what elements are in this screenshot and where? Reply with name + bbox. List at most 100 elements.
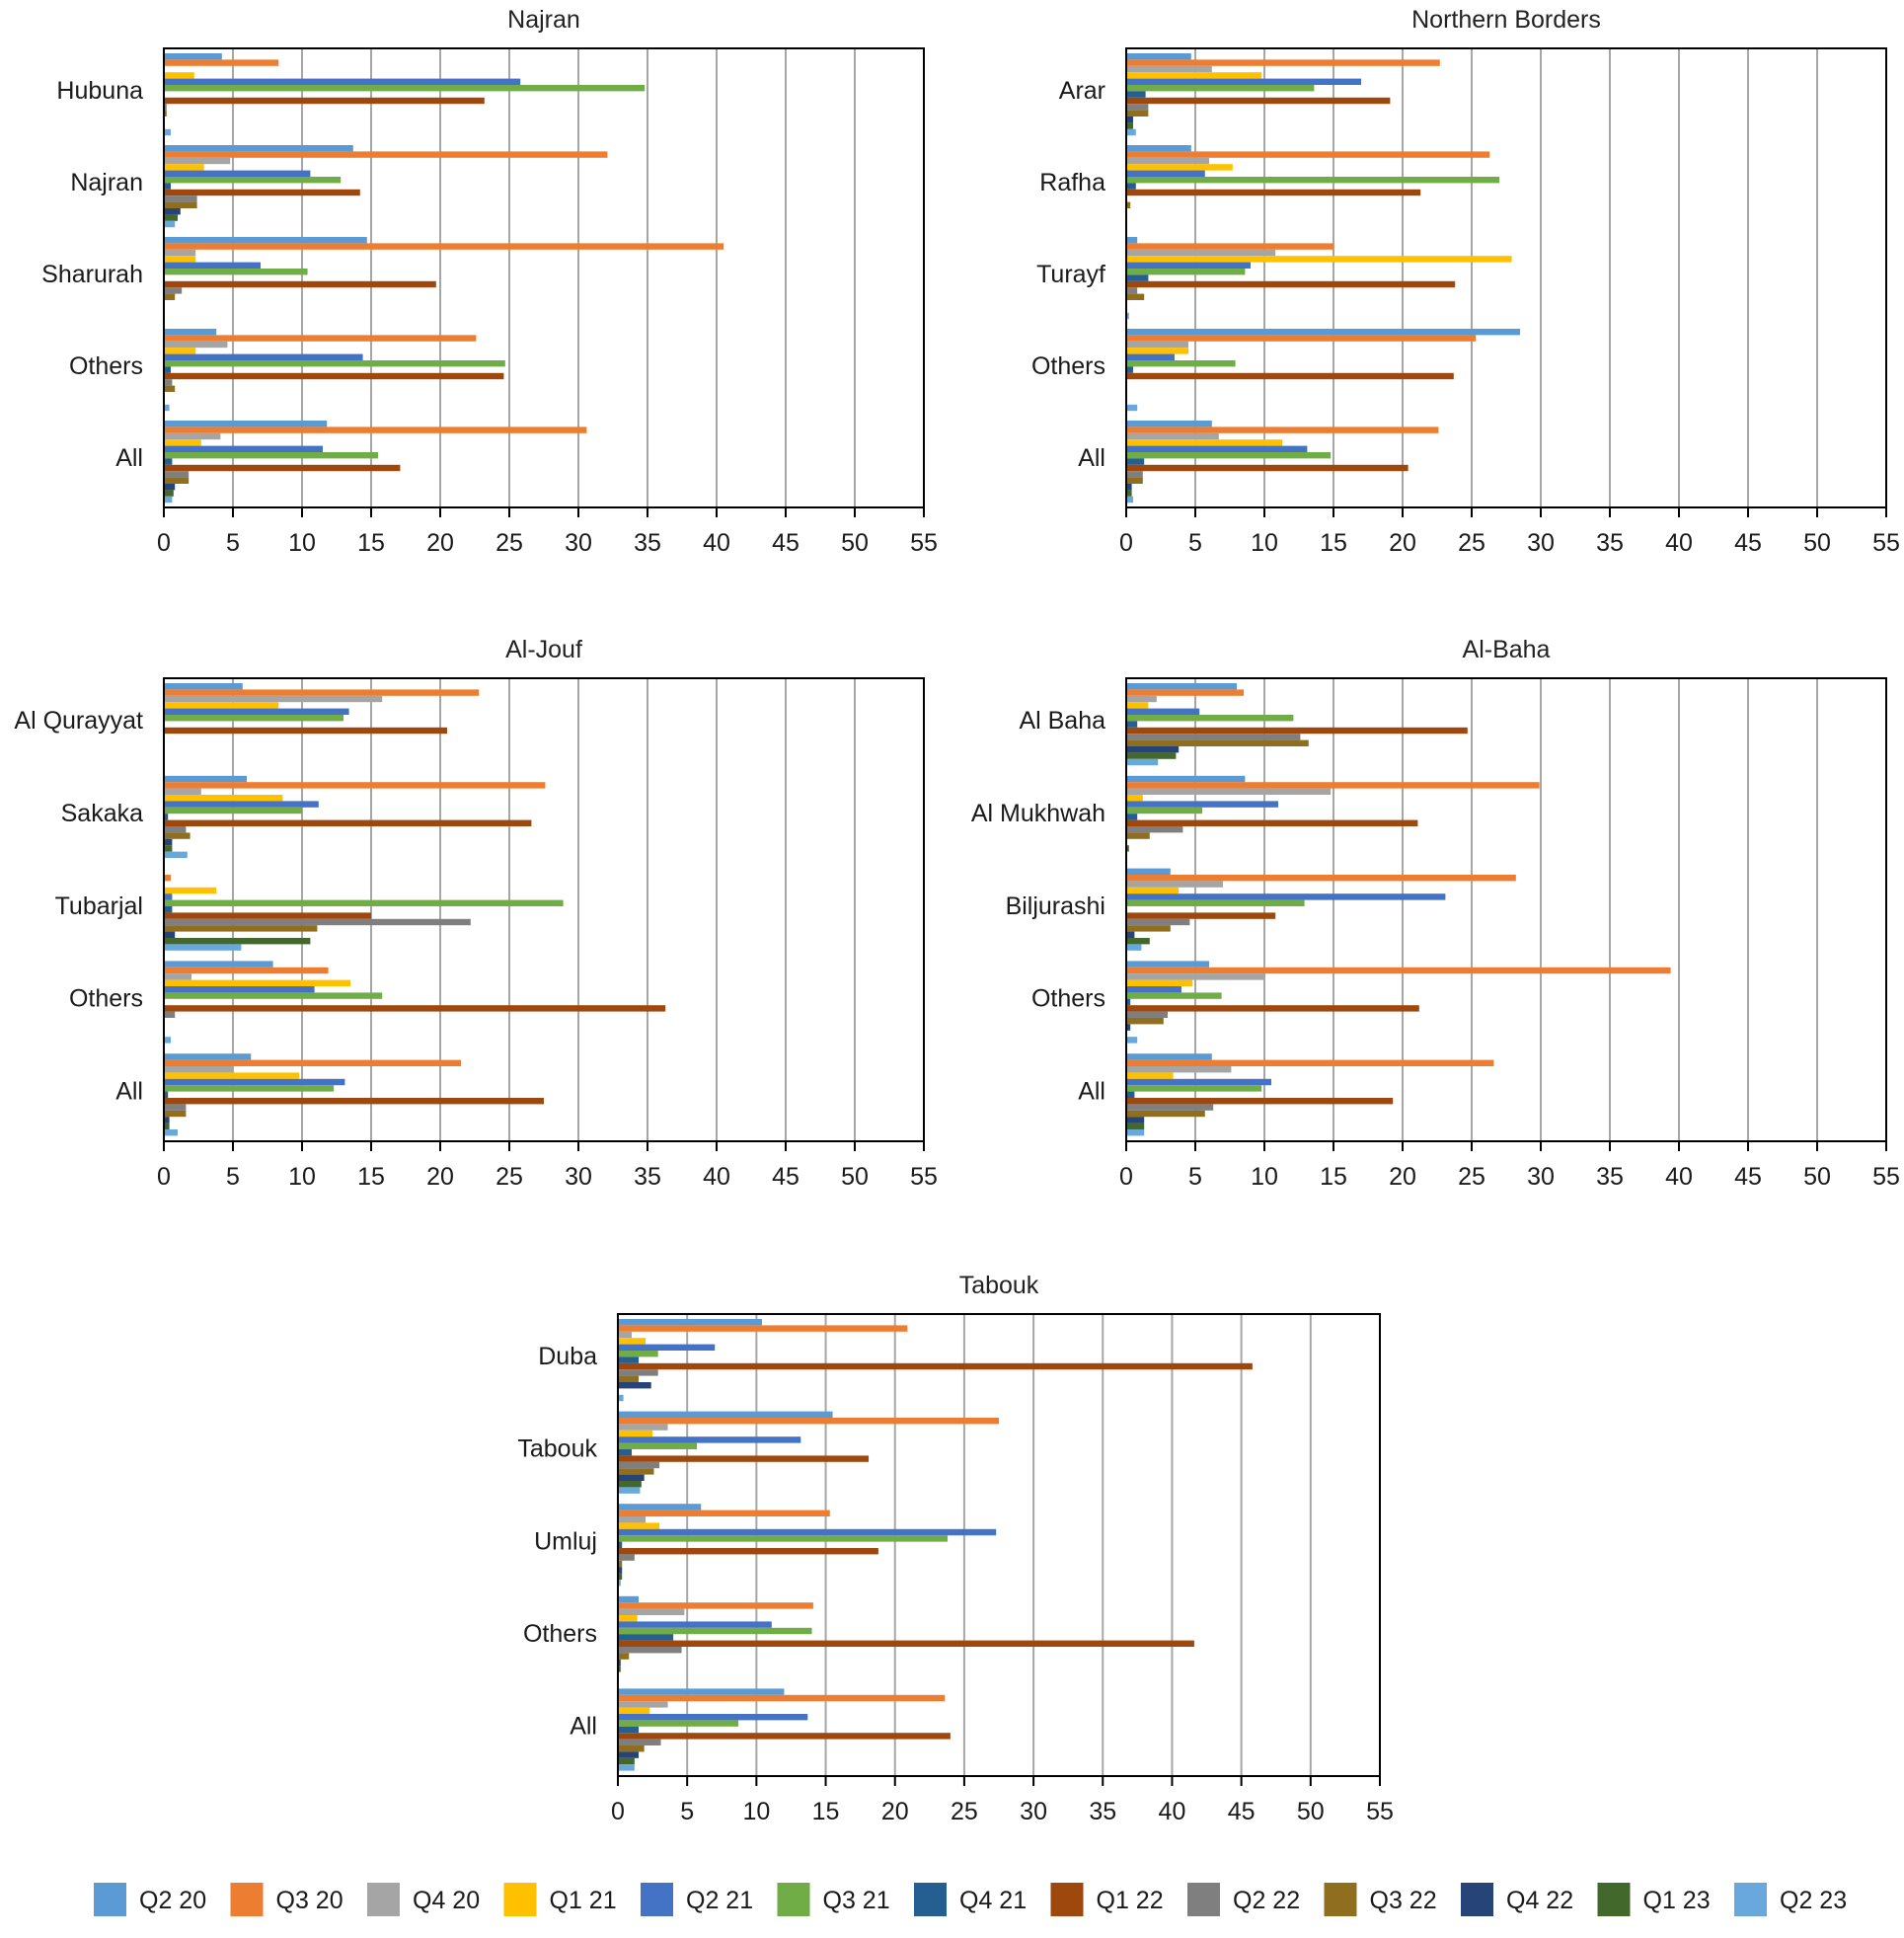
tick-label: 20 xyxy=(426,529,454,557)
bar xyxy=(618,1481,642,1488)
bar xyxy=(1126,237,1138,244)
bar xyxy=(164,269,308,275)
tick-label: 35 xyxy=(634,1163,661,1191)
plot-area xyxy=(164,678,924,1141)
bar xyxy=(1126,201,1131,208)
bar xyxy=(164,78,521,85)
bar xyxy=(1126,1053,1212,1060)
bar xyxy=(618,1608,685,1615)
bar xyxy=(1126,881,1223,888)
bar xyxy=(618,1621,772,1628)
legend-label: Q4 22 xyxy=(1506,1887,1573,1914)
bar xyxy=(1126,683,1237,690)
legend-swatch xyxy=(230,1883,264,1916)
bar xyxy=(1126,269,1246,275)
bar xyxy=(164,1110,187,1118)
bar xyxy=(1126,110,1149,116)
bar xyxy=(1126,992,1222,999)
bar xyxy=(164,986,315,993)
bar xyxy=(618,1461,660,1469)
bar xyxy=(164,341,228,349)
bar xyxy=(164,220,176,228)
bar xyxy=(164,195,197,202)
bar xyxy=(1126,348,1188,354)
bar xyxy=(164,708,349,715)
bar xyxy=(164,1091,169,1098)
bar xyxy=(1126,53,1191,60)
bar xyxy=(1126,65,1212,73)
category-label: Others xyxy=(1031,352,1105,380)
bar xyxy=(1126,151,1490,158)
bar xyxy=(164,353,363,360)
bar xyxy=(164,385,176,392)
tick-label: 50 xyxy=(1803,1163,1831,1191)
bar xyxy=(1126,727,1468,735)
bar xyxy=(1126,421,1212,427)
bar xyxy=(164,404,170,412)
bar xyxy=(1126,353,1175,360)
bar xyxy=(164,335,477,342)
bar xyxy=(1126,404,1138,412)
bar xyxy=(164,899,564,906)
tick-label: 0 xyxy=(157,529,171,557)
bar xyxy=(1126,1129,1145,1136)
bar xyxy=(1126,887,1180,894)
bar xyxy=(164,832,190,839)
tick-label: 45 xyxy=(1734,529,1762,557)
bar xyxy=(1126,1059,1494,1066)
bar xyxy=(164,372,504,380)
bar xyxy=(618,1634,674,1641)
tick-label: 30 xyxy=(1527,1163,1555,1191)
bar xyxy=(1126,715,1294,722)
tick-label: 10 xyxy=(288,1163,316,1191)
tick-label: 50 xyxy=(1297,1798,1325,1825)
bar xyxy=(164,426,587,433)
plot-frame xyxy=(1125,677,1887,1142)
tick-label: 20 xyxy=(1389,1163,1416,1191)
bar xyxy=(618,1694,946,1702)
bar xyxy=(1126,1005,1419,1012)
bar xyxy=(618,1714,808,1721)
category-label: Hubuna xyxy=(56,77,143,105)
bar xyxy=(1126,274,1149,281)
bar xyxy=(164,1104,187,1111)
bar xyxy=(164,702,279,709)
bar xyxy=(1126,464,1409,472)
bar xyxy=(1126,721,1138,728)
tick-label: 30 xyxy=(1020,1798,1047,1825)
tick-label: 25 xyxy=(951,1798,978,1825)
bar xyxy=(164,979,350,986)
bar xyxy=(1126,477,1143,484)
bar xyxy=(618,1516,647,1523)
bar xyxy=(164,183,171,190)
category-label: All xyxy=(115,444,143,472)
bar xyxy=(618,1701,668,1708)
bar xyxy=(164,452,378,459)
bar xyxy=(1126,432,1219,440)
bar xyxy=(164,464,401,472)
tick-label: 45 xyxy=(772,529,800,557)
bar xyxy=(618,1468,654,1475)
bar xyxy=(1126,752,1177,759)
plot-frame xyxy=(1125,47,1887,508)
bar xyxy=(164,157,231,165)
category-label: All xyxy=(570,1713,597,1741)
bar xyxy=(618,1455,870,1462)
bar xyxy=(618,1653,630,1660)
bar xyxy=(164,814,169,820)
tick-label: 15 xyxy=(1320,529,1347,557)
tick-label: 10 xyxy=(1251,1163,1278,1191)
tick-label: 5 xyxy=(226,1163,240,1191)
bar xyxy=(164,838,173,846)
bar xyxy=(164,477,190,484)
bar xyxy=(1126,496,1133,504)
bar xyxy=(618,1595,640,1603)
bar xyxy=(164,695,383,703)
bar xyxy=(1126,1078,1271,1086)
category-label: Najran xyxy=(70,169,143,196)
bar xyxy=(618,1548,878,1555)
bar xyxy=(618,1751,640,1758)
bar xyxy=(164,1059,461,1066)
bar xyxy=(618,1528,997,1536)
bar xyxy=(1126,973,1264,980)
